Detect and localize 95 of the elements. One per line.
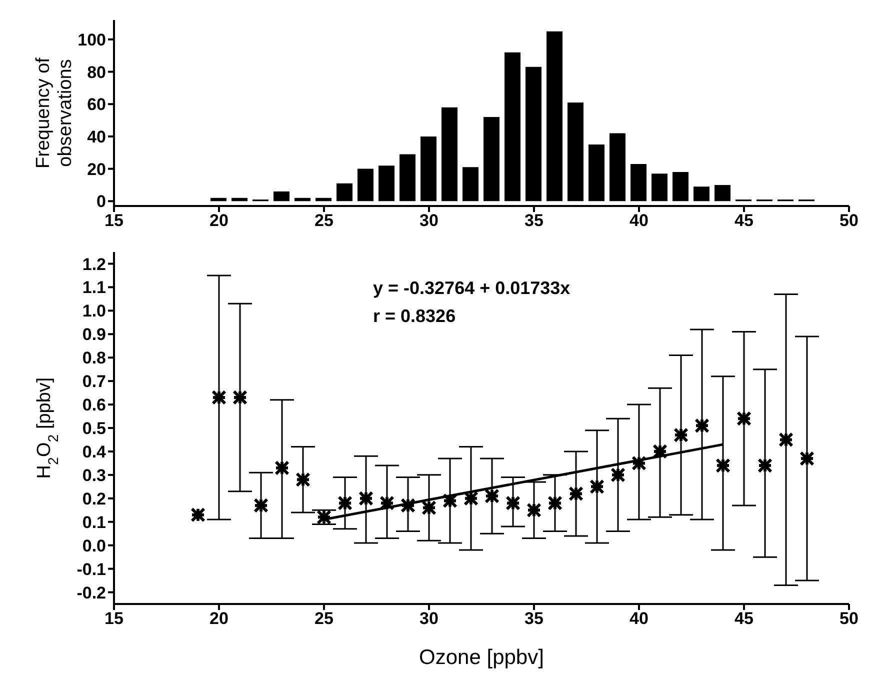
point (316, 510, 332, 525)
bar (630, 164, 646, 202)
point (338, 496, 352, 511)
bar (714, 184, 730, 202)
bar (568, 102, 584, 202)
y-tick-label: 1.0 (82, 302, 106, 321)
x-tick-label: 20 (210, 609, 228, 628)
point (464, 490, 478, 506)
point (568, 486, 584, 502)
x-tick-label: 50 (840, 609, 858, 628)
point (652, 444, 668, 459)
y-tick-label: 0.4 (82, 442, 107, 462)
bar (442, 107, 458, 202)
bar (420, 136, 436, 202)
point (758, 458, 772, 474)
bar (484, 117, 500, 202)
bar (400, 154, 416, 202)
y-tick-label: 80 (87, 62, 106, 82)
x-tick-label: 30 (420, 211, 438, 230)
x-tick-label: 45 (734, 609, 754, 628)
x-tick-label: 30 (420, 609, 438, 628)
annotation: r = 0.8326 (373, 306, 456, 327)
point (400, 498, 416, 513)
y-tick-label: 20 (87, 160, 106, 179)
y-tick-label: 0.8 (82, 348, 106, 368)
bar (652, 174, 668, 202)
point (254, 498, 268, 513)
bar (504, 52, 520, 202)
x-tick-label: 35 (524, 211, 544, 230)
y-tick-label: 0.6 (82, 396, 106, 415)
bar (672, 172, 688, 202)
y-tick-label: -0.2 (76, 583, 106, 602)
y-tick-label: -0.1 (76, 560, 106, 579)
point (232, 390, 248, 405)
point (190, 507, 206, 522)
point (694, 418, 710, 434)
point (484, 488, 500, 504)
y-tick-label: 1.1 (82, 278, 106, 298)
point (442, 493, 458, 508)
x-tick-label: 45 (734, 211, 754, 230)
bar (546, 31, 562, 202)
y-tick-label: 0.3 (82, 466, 106, 485)
y-tick-label: 0.5 (82, 419, 106, 438)
y-tick-label: 0.1 (82, 512, 106, 532)
point (716, 458, 730, 474)
bar (694, 186, 710, 202)
point (590, 479, 604, 494)
x-tick-label: 40 (630, 211, 648, 230)
point (674, 428, 688, 443)
bar (588, 144, 604, 202)
bar (294, 198, 310, 202)
x-tick-label: 25 (314, 609, 334, 628)
bar (316, 198, 332, 202)
point (422, 500, 436, 516)
y-tick-label: 100 (78, 30, 106, 50)
point (778, 432, 794, 448)
bar (526, 66, 542, 202)
x-tick-label: 15 (104, 609, 124, 628)
x-tick-label: 15 (104, 211, 124, 230)
point (506, 496, 520, 511)
point (358, 490, 374, 506)
y-tick-label: 0.0 (82, 536, 106, 556)
point (800, 451, 814, 466)
point (212, 390, 226, 405)
y-tick-label: 0.2 (82, 489, 106, 508)
bar (336, 183, 352, 202)
bar (232, 198, 248, 202)
point (380, 496, 394, 511)
y-tick-label: 0.7 (82, 372, 106, 392)
x-tick-label: 50 (840, 211, 858, 230)
point (296, 472, 310, 488)
bar (610, 133, 626, 202)
point (736, 411, 752, 426)
point (274, 460, 290, 476)
annotation: y = -0.32764 + 0.01733x (373, 278, 570, 299)
bar (358, 168, 374, 202)
bar (462, 167, 478, 202)
point (632, 456, 646, 471)
x-tick-label: 25 (314, 211, 334, 230)
y-tick-label: 0 (96, 192, 106, 212)
y-tick-label: 60 (87, 95, 106, 114)
x-axis-title: Ozone [ppbv] (419, 646, 544, 669)
bar (210, 198, 226, 202)
x-tick-label: 35 (524, 609, 544, 628)
y-tick-label: 0.9 (82, 325, 106, 344)
y-tick-label: 1.2 (82, 254, 106, 274)
y-tick-label: 40 (87, 127, 106, 146)
x-tick-label: 40 (630, 609, 648, 628)
point (610, 467, 626, 482)
bar (378, 166, 394, 202)
x-tick-label: 20 (210, 211, 228, 230)
point (526, 502, 542, 518)
y-axis-title: Frequency of observations (33, 56, 76, 168)
bar (274, 191, 290, 202)
point (548, 496, 562, 511)
